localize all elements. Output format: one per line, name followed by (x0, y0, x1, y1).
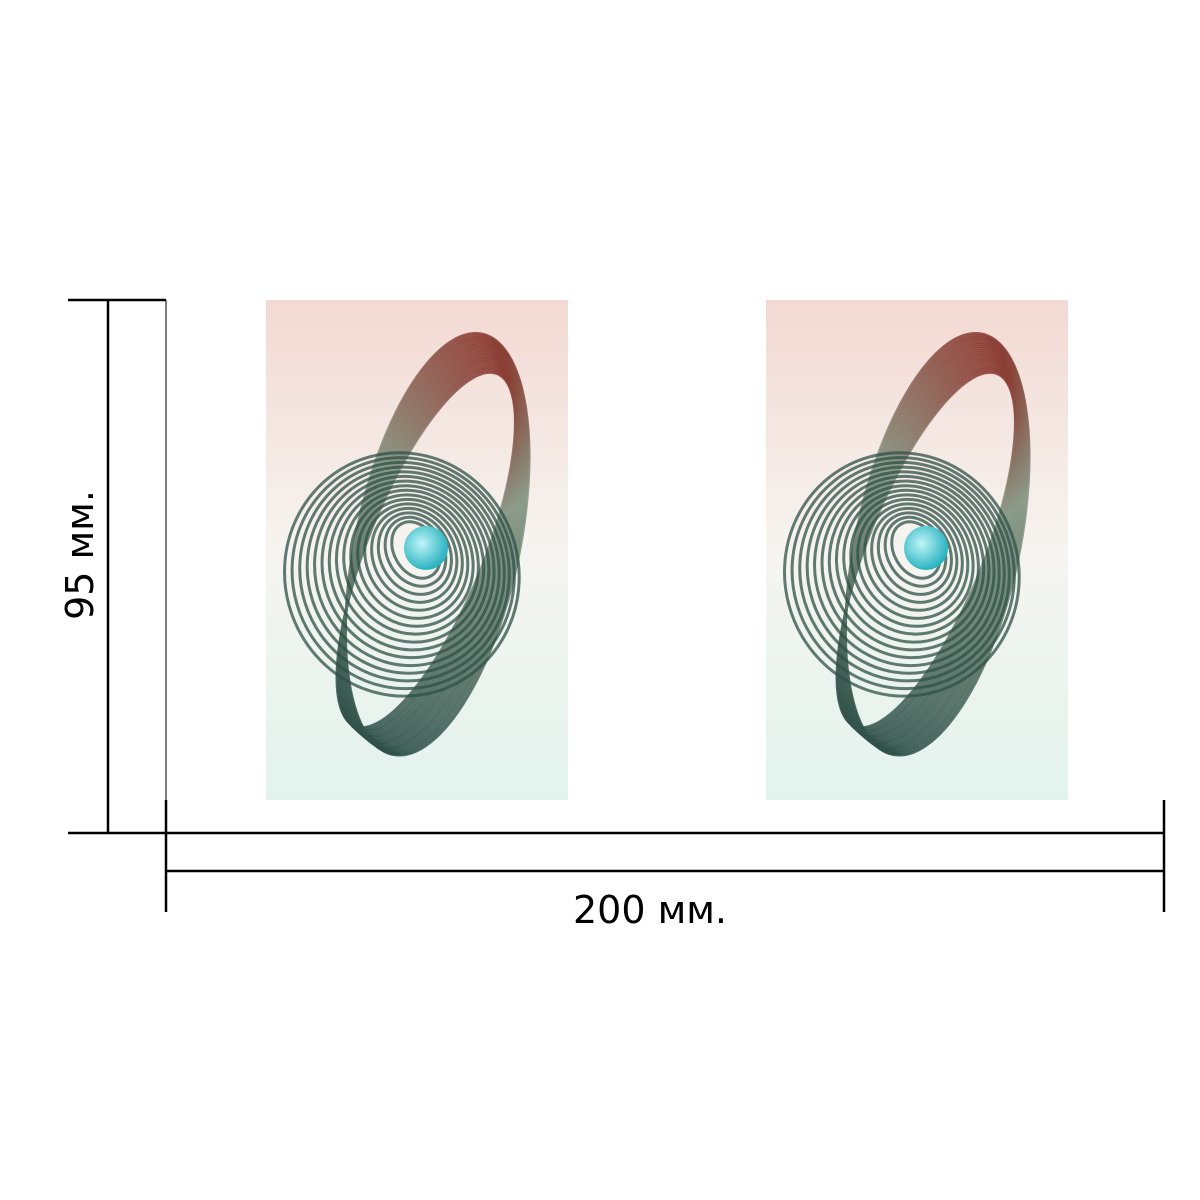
sculpture-photo-right (766, 300, 1068, 800)
height-dimension-label: 95 мм. (58, 490, 102, 620)
spiral-sculpture-icon (766, 300, 1068, 800)
width-dimension-label: 200 мм. (572, 888, 728, 932)
glass-sphere (904, 526, 948, 570)
sculpture-photo-left (266, 300, 568, 800)
spiral-rings (783, 331, 1031, 757)
spiral-rings (283, 331, 531, 757)
spiral-sculpture-icon (266, 300, 568, 800)
glass-sphere (404, 526, 448, 570)
